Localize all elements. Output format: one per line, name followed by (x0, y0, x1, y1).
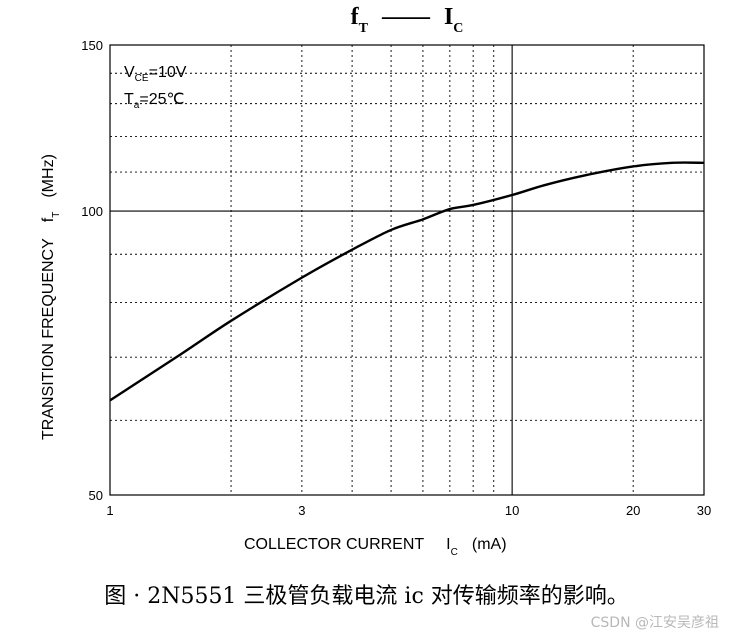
y-axis-label-text: TRANSITION FREQUENCY (40, 238, 57, 440)
title-sub: T (359, 21, 369, 36)
y-axis-label: TRANSITION FREQUENCY fT (MHz) (40, 154, 62, 440)
x-tick-label: 30 (697, 503, 711, 518)
x-tick-label: 20 (626, 503, 640, 518)
annotation-ta-sub: a (134, 100, 140, 111)
y-tick-labels: 50 100 150 (81, 38, 103, 503)
annotation-vce-sub: CE (135, 73, 149, 84)
watermark: CSDN @江安吴彦祖 (590, 615, 719, 631)
annotation-ta: Ta=25℃ (124, 91, 184, 111)
y-axis-label-unit: (MHz) (40, 154, 57, 198)
annotation-vce-post: =10V (149, 64, 187, 81)
title-dash: —— (381, 4, 431, 30)
x-tick-label: 10 (505, 503, 519, 518)
series-line (109, 161, 705, 402)
x-axis-label: COLLECTOR CURRENT IC (mA) (244, 536, 507, 558)
y-axis-label-symbol: f (40, 217, 57, 222)
y-tick-label: 50 (89, 488, 103, 503)
title-symbol2: I (444, 4, 453, 30)
title-symbol: f (351, 4, 360, 30)
annotation-ta-post: =25℃ (139, 91, 184, 108)
grid (110, 45, 704, 495)
plot-frame (109, 44, 705, 496)
x-axis-label-symbol: I (446, 536, 450, 553)
x-tick-labels: 1 3 10 20 30 (106, 503, 711, 518)
title-sub2: C (453, 21, 463, 36)
figure-caption: 图 · 2N5551 三极管负载电流 ic 对传输频率的影响。 (104, 584, 629, 609)
annotation-vce: VCE=10V (124, 64, 187, 84)
x-axis-label-sub: C (451, 547, 458, 558)
x-axis-label-text: COLLECTOR CURRENT (244, 536, 424, 553)
x-axis-label-unit: (mA) (472, 536, 507, 553)
y-axis-label-sub: T (51, 212, 62, 218)
y-tick-label: 100 (81, 204, 103, 219)
annotation-vce-pre: V (124, 64, 135, 81)
x-tick-label: 3 (298, 503, 305, 518)
x-tick-label: 1 (106, 503, 113, 518)
annotation-ta-pre: T (124, 91, 134, 108)
y-tick-label: 150 (81, 38, 103, 53)
chart-title: fT —— IC (351, 4, 464, 36)
